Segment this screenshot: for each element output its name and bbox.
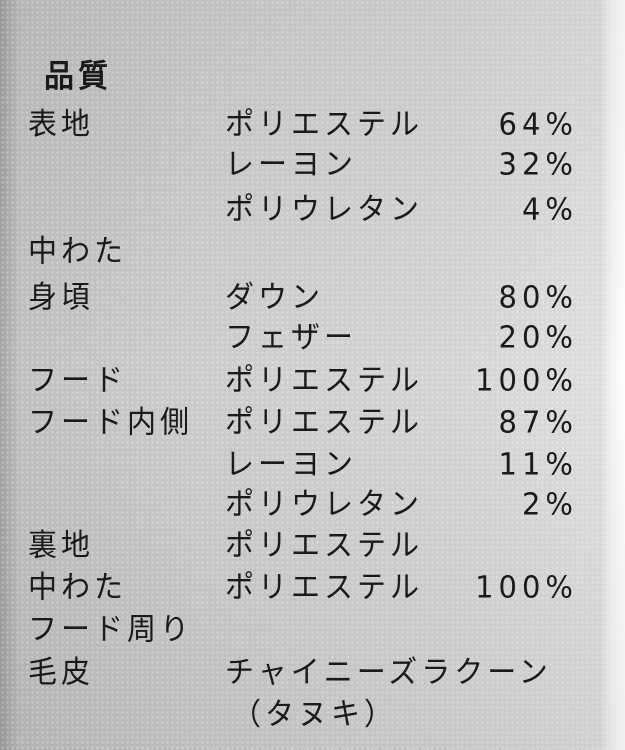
percentage: 100%	[475, 362, 578, 398]
part-label: 中わた	[28, 569, 128, 605]
part-label: 毛皮	[28, 654, 95, 690]
part-label: フード	[28, 362, 128, 398]
percentage: 11%	[498, 446, 578, 482]
material-name: ポリエステル	[225, 362, 424, 398]
percentage: 20%	[498, 319, 578, 355]
material-name: チャイニーズラクーン	[225, 654, 552, 690]
part-label: フード周り	[28, 611, 194, 647]
material-name: レーヨン	[225, 446, 358, 482]
material-name: ポリエステル	[225, 404, 424, 440]
material-name: フェザー	[225, 319, 358, 355]
percentage: 4%	[521, 191, 578, 227]
percentage: 64%	[498, 106, 578, 142]
material-name: ポリウレタン	[225, 191, 424, 227]
material-name: ダウン	[225, 279, 325, 315]
material-name: ポリエステル	[225, 106, 424, 142]
percentage: 2%	[521, 486, 578, 522]
material-name: レーヨン	[225, 146, 358, 182]
percentage: 100%	[475, 569, 578, 605]
part-label: 中わた	[28, 233, 128, 269]
percentage: 32%	[498, 146, 578, 182]
material-name: ポリエステル	[225, 527, 424, 563]
part-label: フード内側	[28, 404, 194, 440]
label-heading: 品質	[44, 58, 112, 95]
material-name: ポリウレタン	[225, 486, 424, 522]
part-label: 表地	[28, 106, 95, 142]
material-name: （タヌキ）	[232, 696, 398, 732]
part-label: 裏地	[28, 527, 95, 563]
material-name: ポリエステル	[225, 569, 424, 605]
percentage: 87%	[498, 404, 578, 440]
percentage: 80%	[498, 279, 578, 315]
part-label: 身頃	[28, 279, 95, 315]
